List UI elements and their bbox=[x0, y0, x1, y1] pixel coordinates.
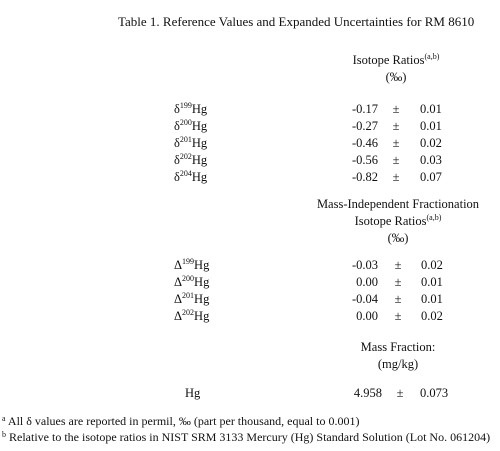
isotope-label: Δ202Hg bbox=[174, 308, 210, 324]
isotope-label: δ204Hg bbox=[174, 169, 208, 185]
table-row: Δ199Hg -0.03 ± 0.02 bbox=[0, 257, 500, 274]
mif-header-line2: Isotope Ratios bbox=[354, 214, 427, 228]
ratio-value: -0.03 bbox=[351, 258, 378, 272]
table-row: δ199Hg -0.17 ± 0.01 bbox=[0, 101, 500, 118]
isotope-ratios-header-text: Isotope Ratios bbox=[352, 53, 425, 67]
isotope-ratios-header: Isotope Ratios(a,b) (‰) bbox=[276, 52, 500, 86]
mif-header-footnote: (a,b) bbox=[426, 213, 442, 222]
table-row: δ202Hg -0.56 ± 0.03 bbox=[0, 152, 500, 169]
mass-fraction-header-text: Mass Fraction: bbox=[360, 340, 436, 354]
footnote-text: Relative to the isotope ratios in NIST S… bbox=[9, 430, 491, 444]
uncertainty-value: 0.07 bbox=[420, 170, 442, 184]
plus-minus: ± bbox=[394, 258, 402, 272]
footnote-b: b Relative to the isotope ratios in NIST… bbox=[2, 430, 490, 445]
uncertainty-value: 0.03 bbox=[420, 153, 442, 167]
uncertainty-value: 0.01 bbox=[420, 102, 442, 116]
table-row: δ204Hg -0.82 ± 0.07 bbox=[0, 169, 500, 186]
element-label: Hg bbox=[185, 386, 201, 400]
table-row: δ201Hg -0.46 ± 0.02 bbox=[0, 135, 500, 152]
isotope-ratios-unit: (‰) bbox=[385, 70, 407, 84]
ratio-value: -0.56 bbox=[351, 153, 378, 167]
ratio-value: -0.27 bbox=[351, 119, 378, 133]
table-row: Δ201Hg -0.04 ± 0.01 bbox=[0, 291, 500, 308]
mif-rows: Δ199Hg -0.03 ± 0.02 Δ200Hg 0.00 ± 0.01 Δ… bbox=[0, 257, 500, 325]
mif-header: Mass-Independent Fractionation Isotope R… bbox=[278, 196, 500, 247]
isotope-ratios-header-footnote: (a,b) bbox=[424, 52, 440, 61]
table-row: Hg 4.958 ± 0.073 bbox=[0, 385, 500, 402]
isotope-ratios-rows: δ199Hg -0.17 ± 0.01 δ200Hg -0.27 ± 0.01 … bbox=[0, 101, 500, 186]
mif-header-line1: Mass-Independent Fractionation bbox=[316, 197, 480, 211]
plus-minus: ± bbox=[396, 386, 404, 400]
footnote-mark: a bbox=[2, 414, 6, 423]
mass-fraction-value: 4.958 bbox=[353, 386, 382, 400]
ratio-value: -0.82 bbox=[351, 170, 378, 184]
uncertainty-value: 0.01 bbox=[420, 119, 442, 133]
isotope-label: δ202Hg bbox=[174, 152, 208, 168]
ratio-value: -0.46 bbox=[351, 136, 378, 150]
table-row: Δ202Hg 0.00 ± 0.02 bbox=[0, 308, 500, 325]
mif-unit: (‰) bbox=[387, 231, 409, 245]
ratio-value: -0.04 bbox=[351, 292, 378, 306]
footnote-a: a All δ values are reported in permil, ‰… bbox=[2, 414, 359, 429]
uncertainty-value: 0.02 bbox=[421, 258, 443, 272]
plus-minus: ± bbox=[394, 309, 402, 323]
plus-minus: ± bbox=[392, 102, 400, 116]
ratio-value: 0.00 bbox=[356, 309, 378, 323]
uncertainty-value: 0.01 bbox=[421, 292, 443, 306]
plus-minus: ± bbox=[392, 136, 400, 150]
isotope-label: Δ201Hg bbox=[174, 291, 210, 307]
uncertainty-value: 0.01 bbox=[421, 275, 443, 289]
plus-minus: ± bbox=[392, 119, 400, 133]
plus-minus: ± bbox=[392, 153, 400, 167]
isotope-label: Δ199Hg bbox=[174, 257, 210, 273]
table-row: δ200Hg -0.27 ± 0.01 bbox=[0, 118, 500, 135]
plus-minus: ± bbox=[394, 292, 402, 306]
ratio-value: -0.17 bbox=[351, 102, 378, 116]
uncertainty-value: 0.02 bbox=[421, 309, 443, 323]
uncertainty-value: 0.02 bbox=[420, 136, 442, 150]
isotope-label: δ201Hg bbox=[174, 135, 208, 151]
table-title: Table 1. Reference Values and Expanded U… bbox=[118, 14, 475, 29]
table-row: Δ200Hg 0.00 ± 0.01 bbox=[0, 274, 500, 291]
uncertainty-value: 0.073 bbox=[420, 386, 449, 400]
isotope-label: Δ200Hg bbox=[174, 274, 210, 290]
isotope-label: δ199Hg bbox=[174, 101, 208, 117]
footnote-mark: b bbox=[2, 430, 6, 439]
plus-minus: ± bbox=[394, 275, 402, 289]
footnote-text: All δ values are reported in permil, ‰ (… bbox=[7, 414, 360, 428]
mass-fraction-unit: (mg/kg) bbox=[377, 357, 419, 371]
isotope-label: δ200Hg bbox=[174, 118, 208, 134]
ratio-value: 0.00 bbox=[356, 275, 378, 289]
mass-fraction-header: Mass Fraction: (mg/kg) bbox=[278, 339, 500, 373]
plus-minus: ± bbox=[392, 170, 400, 184]
